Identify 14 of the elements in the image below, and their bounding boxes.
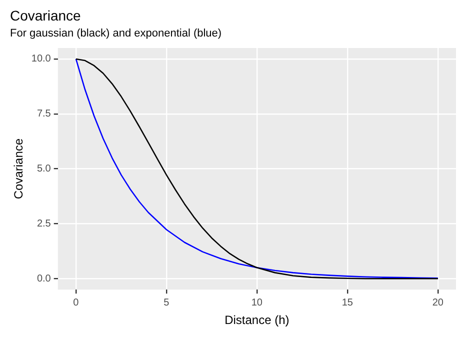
y-tick-label: 7.5	[36, 108, 52, 120]
chart-title: Covariance	[10, 7, 82, 24]
chart-subtitle: For gaussian (black) and exponential (blue)	[10, 27, 222, 40]
y-tick-label: 5.0	[36, 164, 52, 175]
x-tick-label: 15	[342, 297, 354, 308]
x-tick-label: 10	[251, 297, 263, 308]
x-axis-title: Distance (h)	[224, 313, 290, 328]
y-tick-label: 2.5	[36, 218, 52, 230]
y-tick-label: 10.0	[31, 54, 52, 65]
x-tick-label: 0	[73, 297, 80, 308]
x-tick-label: 20	[432, 297, 444, 308]
x-tick-label: 5	[164, 297, 170, 308]
y-tick-label: 0.0	[36, 273, 52, 284]
y-axis-title: Covariance	[12, 138, 26, 200]
